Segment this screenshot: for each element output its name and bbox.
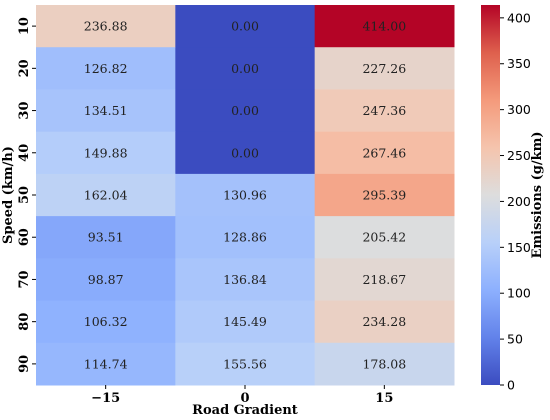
cell-value-label: 162.04	[84, 188, 128, 203]
heatmap-cell	[175, 258, 316, 302]
heatmap-cell	[314, 47, 455, 90]
colorbar-tick-label: 350	[507, 56, 531, 71]
colorbar-tick-label: 0	[507, 378, 515, 393]
heatmap-cell	[175, 131, 316, 175]
heatmap-cell	[36, 173, 176, 217]
colorbar-title: Emissions (g/km)	[530, 131, 545, 258]
heatmap-cell	[175, 342, 316, 386]
heatmap-cell	[314, 89, 455, 133]
y-tick-label: 30	[17, 102, 32, 120]
heatmap-cell	[36, 216, 176, 259]
cell-value-label: 136.84	[223, 272, 267, 287]
heatmap-cell	[36, 5, 176, 48]
heatmap-cell	[36, 300, 176, 344]
y-tick-label: 10	[17, 17, 32, 35]
cell-value-label: 205.42	[362, 230, 406, 245]
heatmap-cell-labels: 236.88 0.00 414.00 126.82 0.00 227.26 134.51 0.…	[84, 19, 406, 372]
cell-value-label: 93.51	[88, 230, 124, 245]
heatmap-cell	[314, 216, 455, 259]
colorbar-ticks: 0 50 100 150 200 250 300 350 400	[500, 10, 531, 393]
heatmap-cell	[175, 89, 316, 133]
heatmap-cell	[36, 89, 176, 133]
heatmap-cell	[36, 131, 176, 175]
cell-value-label: 98.87	[88, 272, 124, 287]
cell-value-label: 130.96	[223, 188, 267, 203]
colorbar: 0 50 100 150 200 250 300 350 400 Emissions (g/km…	[481, 5, 545, 393]
heatmap-cell	[36, 47, 176, 90]
cell-value-label: 134.51	[84, 103, 128, 118]
heatmap-cell	[175, 173, 316, 217]
cell-value-label: 126.82	[84, 61, 128, 76]
cell-value-label: 247.36	[362, 103, 406, 118]
heatmap-cell	[175, 216, 316, 259]
heatmap-cells	[36, 5, 455, 386]
y-tick-label: 60	[17, 228, 32, 246]
cell-value-label: 128.86	[223, 230, 267, 245]
heatmap-cell	[314, 131, 455, 175]
y-tick-label: 80	[17, 313, 32, 331]
heatmap-cell	[314, 173, 455, 217]
y-tick-label: 70	[17, 270, 32, 288]
cell-value-label: 234.28	[362, 314, 406, 329]
colorbar-tick-label: 100	[507, 286, 531, 301]
cell-value-label: 0.00	[231, 19, 259, 34]
colorbar-tick-label: 250	[507, 148, 531, 163]
colorbar-tick-label: 400	[507, 10, 531, 25]
heatmap-cell	[36, 342, 176, 386]
cell-value-label: 145.49	[223, 314, 267, 329]
cell-value-label: 218.67	[362, 272, 406, 287]
x-tick-label: 0	[240, 391, 249, 406]
y-tick-label: 90	[17, 355, 32, 373]
y-axis-title: Speed (km/h)	[1, 146, 16, 244]
cell-value-label: 114.74	[84, 356, 128, 371]
colorbar-gradient	[481, 5, 500, 385]
heatmap-cell	[175, 5, 316, 48]
cell-value-label: 227.26	[362, 61, 406, 76]
colorbar-tick-label: 200	[507, 194, 531, 209]
heatmap-cell	[314, 342, 455, 386]
cell-value-label: 0.00	[231, 145, 259, 160]
heatmap-cell	[175, 300, 316, 344]
x-tick-label: −15	[91, 391, 120, 406]
y-axis: 10 20 30 40 50 60 70 80 90	[17, 17, 36, 373]
cell-value-label: 155.56	[223, 356, 267, 371]
heatmap-cell	[36, 258, 176, 302]
heatmap-cell	[314, 300, 455, 344]
colorbar-tick-label: 150	[507, 240, 531, 255]
cell-value-label: 414.00	[362, 19, 406, 34]
heatmap-cell	[175, 47, 316, 90]
y-tick-label: 40	[17, 144, 32, 162]
y-tick-label: 50	[17, 186, 32, 204]
cell-value-label: 236.88	[84, 19, 128, 34]
x-tick-label: 15	[375, 391, 393, 406]
heatmap-cell	[314, 258, 455, 302]
colorbar-tick-label: 300	[507, 102, 531, 117]
cell-value-label: 106.32	[84, 314, 128, 329]
cell-value-label: 295.39	[362, 188, 406, 203]
cell-value-label: 0.00	[231, 103, 259, 118]
heatmap-cell	[314, 5, 455, 48]
cell-value-label: 0.00	[231, 61, 259, 76]
colorbar-tick-label: 50	[507, 332, 523, 347]
x-axis: −15 0 15	[91, 385, 393, 406]
y-tick-label: 20	[17, 59, 32, 77]
x-axis-title: Road Gradient	[192, 403, 298, 418]
cell-value-label: 149.88	[84, 145, 128, 160]
cell-value-label: 267.46	[362, 145, 406, 160]
cell-value-label: 178.08	[362, 356, 406, 371]
